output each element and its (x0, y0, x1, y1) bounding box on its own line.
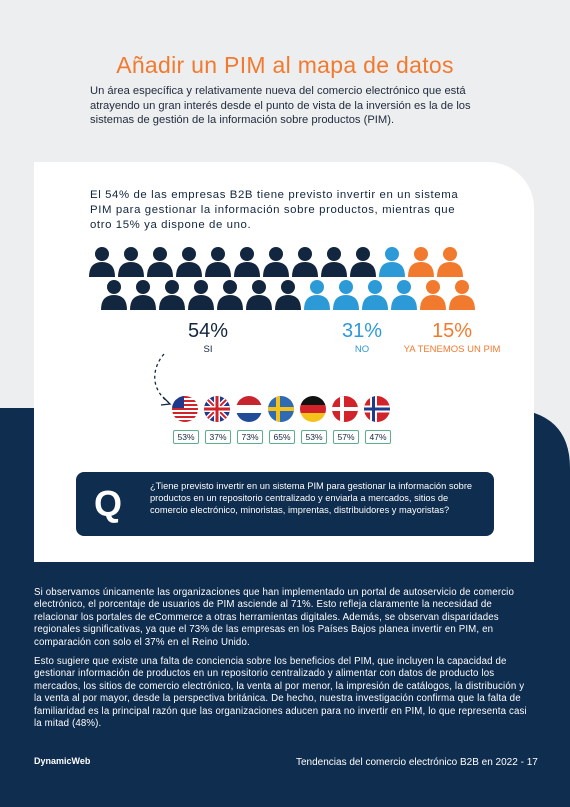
person-icon (292, 247, 318, 277)
flag-percentage: 73% (237, 430, 263, 444)
intro-text: Un área específica y relativamente nueva… (90, 85, 471, 126)
person-icon (350, 247, 376, 277)
flag-percentage: 47% (365, 430, 391, 444)
stat-text: El 54% de las empresas B2B tiene previst… (90, 189, 459, 231)
stat-no-label: NO (354, 344, 370, 355)
country-flags: 53% 37% 73% 65% 53% 57% 47% (172, 396, 402, 444)
dk-flag-icon (332, 396, 358, 422)
stat-no-value: 31% (341, 320, 383, 342)
person-icon (89, 247, 115, 277)
uk-flag-icon (204, 396, 230, 422)
person-icon (246, 280, 272, 310)
flag-percentage: 53% (301, 430, 327, 444)
question-text: ¿Tiene previsto invertir en un sistema P… (150, 481, 473, 516)
stat-ya: 15% YA TENEMOS UN PIM (400, 320, 504, 355)
flag-percentage: 57% (333, 430, 359, 444)
footer-text: Tendencias del comercio electrónico B2B … (296, 757, 538, 768)
person-icon (263, 247, 289, 277)
person-icon (391, 280, 417, 310)
nl-flag-icon (236, 396, 262, 422)
person-icon (437, 247, 463, 277)
person-icon (408, 247, 434, 277)
de-flag-icon (300, 396, 326, 422)
se-flag-icon (268, 396, 294, 422)
page-title: Añadir un PIM al mapa de datos (116, 52, 454, 78)
person-icon (147, 247, 173, 277)
no-flag-icon (364, 396, 390, 422)
paragraph-1: Si observamos únicamente las organizacio… (34, 587, 515, 648)
flag-percentage: 53% (173, 430, 199, 444)
stat-si-label: SI (203, 344, 213, 355)
stat-ya-label: YA TENEMOS UN PIM (403, 344, 501, 355)
person-icon (234, 247, 260, 277)
person-icon (304, 280, 330, 310)
flag-percentage: 37% (205, 430, 231, 444)
dynamicweb-logo: DynamicWeb (34, 756, 91, 766)
us-flag-icon (172, 396, 198, 422)
person-icon (275, 280, 301, 310)
person-icon (159, 280, 185, 310)
person-icon (420, 280, 446, 310)
person-icon (118, 247, 144, 277)
person-icon (130, 280, 156, 310)
paragraph-2: Esto sugiere que existe una falta de con… (34, 656, 527, 730)
stat-ya-value: 15% (431, 320, 473, 342)
person-icon (205, 247, 231, 277)
person-icon (176, 247, 202, 277)
question-box: Q ¿Tiene previsto invertir en un sistema… (76, 472, 494, 536)
question-letter: Q (94, 483, 123, 524)
person-icon (217, 280, 243, 310)
stat-si-value: 54% (187, 320, 229, 342)
people-pictogram (89, 247, 475, 310)
dashed-arrow-icon (154, 353, 172, 406)
person-icon (379, 247, 405, 277)
person-icon (188, 280, 214, 310)
person-icon (333, 280, 359, 310)
stat-no: 31% NO (322, 320, 402, 355)
person-icon (101, 280, 127, 310)
person-icon (321, 247, 347, 277)
flag-percentage: 65% (269, 430, 295, 444)
stat-si: 54% SI (168, 320, 248, 355)
person-icon (449, 280, 475, 310)
person-icon (362, 280, 388, 310)
